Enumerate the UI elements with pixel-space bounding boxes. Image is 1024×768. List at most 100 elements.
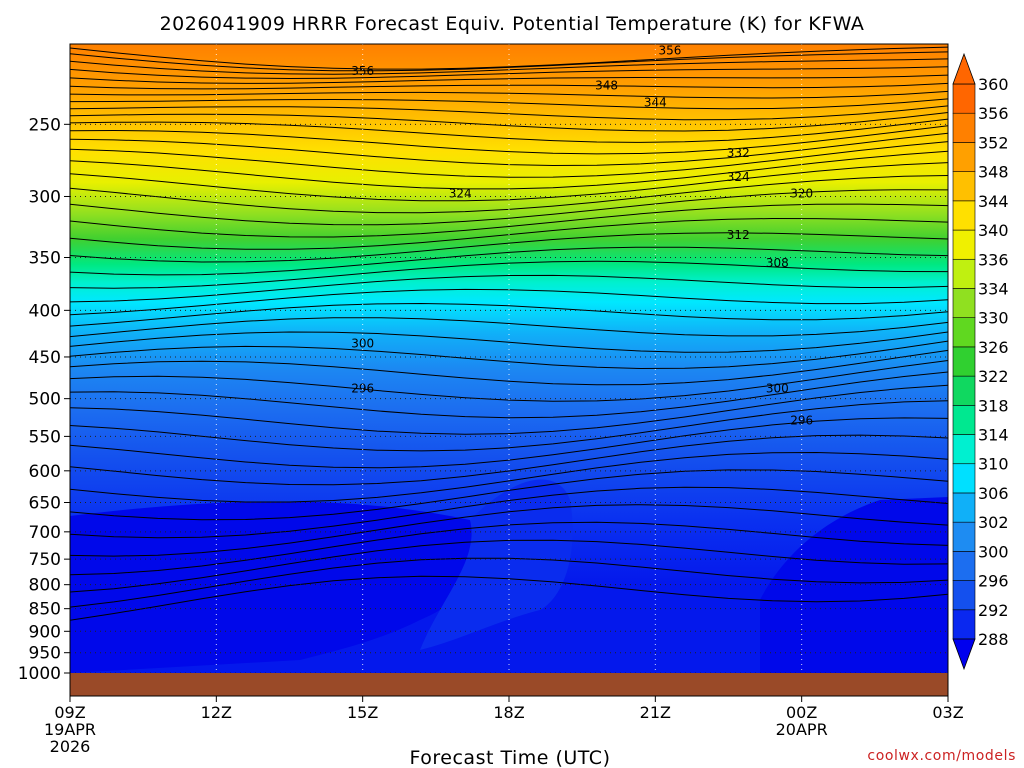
contour-line [70,189,948,226]
x-tick-label: 12Z [201,703,232,722]
colorbar: 288 292 296 300 302 306 310 314 318 322 326 330 334 3… [952,52,1009,671]
contour-line [70,434,948,486]
colorbar-segment [952,288,976,318]
colorbar-segment [952,580,976,611]
y-tick-label: 500 [29,390,61,410]
x-tick-date: 19APR [44,720,96,739]
contour-label: 324 [727,170,750,184]
contour-line [70,400,948,452]
contour-line [70,98,948,110]
credit-text: coolwx.com/models [867,748,1016,764]
colorbar-segment [952,317,976,348]
y-tick-label: 400 [29,301,61,321]
contour-label: 312 [727,228,750,242]
colorbar-tick-label: 352 [978,133,1009,152]
colorbar-tick-label: 300 [978,542,1009,561]
contour-line [70,557,948,608]
y-tick-label: 250 [29,115,61,135]
colorbar-tick-label: 292 [978,601,1009,620]
contour-line [70,105,948,121]
y-axis: 2503003504004505005506006507007508008509… [18,115,70,684]
contour-line [70,451,948,503]
contour-line [70,371,948,419]
colorbar-segment [952,346,976,377]
colorbar-tick-label: 344 [978,192,1009,211]
colorbar-tick-label: 360 [978,75,1009,94]
colorbar-arrow-top [952,52,976,85]
contour-line [70,51,948,72]
colorbar-tick-label: 348 [978,163,1009,182]
contour-line [70,539,948,593]
y-tick-label: 1000 [18,664,61,684]
contour-label: 308 [766,256,789,270]
y-tick-label: 300 [29,187,61,207]
plot-area: 356 356 348 344 332 324 324 320 312 308 300 296 300 2… [69,43,949,697]
contour-line [70,360,948,402]
colorbar-segment [952,258,976,289]
x-tick-label: 21Z [640,703,671,722]
contour-line [70,66,948,80]
colorbar-segment [952,200,976,231]
colorbar-segment [952,112,976,143]
colorbar-tick-label: 334 [978,279,1009,298]
warm-tongue-mid [420,479,573,650]
colorbar-segment [952,463,976,494]
y-tick-label: 650 [29,494,61,514]
colorbar-tick-label: 302 [978,513,1009,532]
colorbar-segment [952,229,976,260]
colorbar-arrow-bottom [952,638,976,671]
y-tick-label: 750 [29,550,61,570]
x-tick-label: 03Z [932,703,963,722]
contour-label: 296 [790,413,813,427]
colorbar-segment [952,434,976,465]
x-tick-label: 09Z [54,703,85,722]
colorbar-tick-label: 326 [978,338,1009,357]
contour-line [70,125,948,155]
contour-label: 332 [727,146,750,160]
y-tick-label: 600 [29,462,61,482]
cold-pool-left [70,501,478,673]
contour-label: 356 [351,64,374,78]
contour-line [70,82,948,90]
ground-below-surface [70,673,948,696]
colorbar-tick-label: 310 [978,455,1009,474]
contour-label: 324 [449,187,472,201]
colorbar-tick-label: 340 [978,221,1009,240]
y-tick-label: 550 [29,427,61,447]
y-tick-label: 700 [29,523,61,543]
colorbar-tick-label: 288 [978,630,1009,649]
colorbar-tick-label: 318 [978,396,1009,415]
contour-label: 300 [766,381,789,395]
colorbar-tick-label: 336 [978,250,1009,269]
x-axis-label: Forecast Time (UTC) [410,747,611,768]
contour-label: 296 [351,381,374,395]
y-tick-label: 800 [29,576,61,596]
colorbar-tick-label: 356 [978,104,1009,123]
contour-line [70,504,948,557]
contour-labels: 356 356 348 344 332 324 324 320 312 308 300 296 300 2… [351,44,813,428]
colorbar-segment [952,83,976,114]
contour-line [70,486,948,539]
x-tick-label: 18Z [493,703,524,722]
x-tick-label: 15Z [347,703,378,722]
x-tick-date: 20APR [776,720,828,739]
contour-label: 348 [595,78,618,92]
contour-label: 356 [659,44,682,58]
colorbar-segment [952,171,976,202]
colorbar-tick-label: 330 [978,309,1009,328]
cold-pool-right [760,497,948,673]
y-tick-label: 900 [29,622,61,642]
x-tick-year: 2026 [50,737,91,756]
colorbar-tick-label: 296 [978,572,1009,591]
x-tick-label: 00Z [786,703,817,722]
contour-line [70,340,948,370]
colorbar-segment [952,405,976,435]
contour-line [70,74,948,84]
contour-label: 320 [790,187,813,201]
y-tick-label: 850 [29,600,61,620]
colorbar-segment [952,492,976,523]
colorbar-segment [952,551,976,581]
colorbar-segment [952,142,976,172]
